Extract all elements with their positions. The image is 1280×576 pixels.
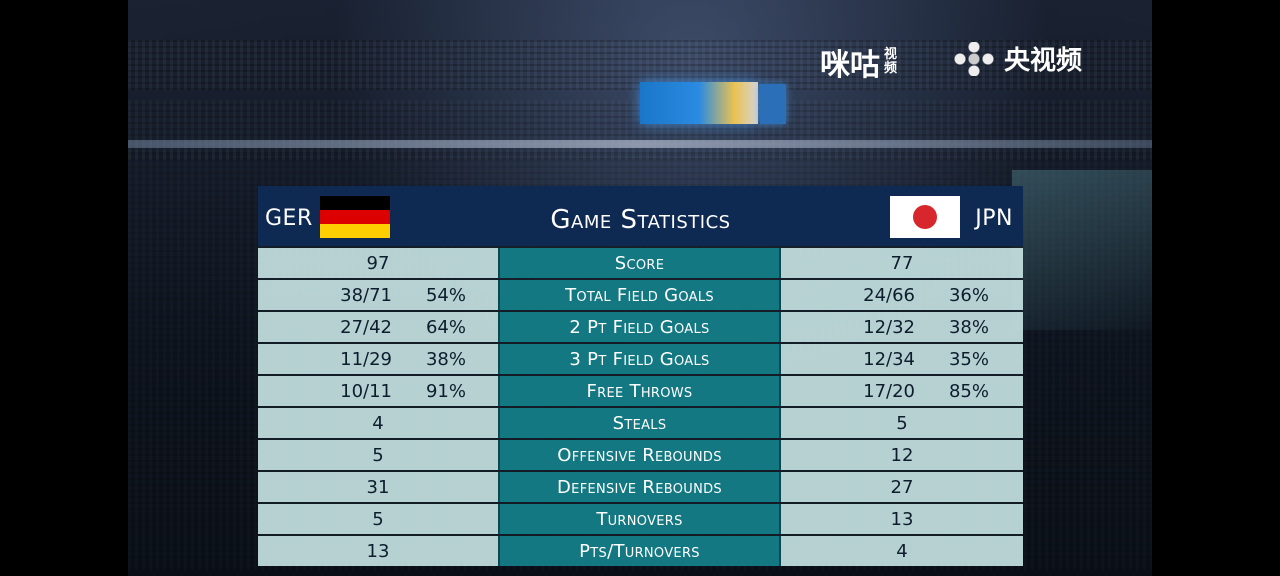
- stat-right-made-attempted: 24/66: [863, 284, 915, 306]
- stat-right-value: 12: [781, 440, 1023, 470]
- stat-row-total-field-goals: 38/71 54% Total Field Goals 24/66 36%: [258, 278, 1023, 310]
- cctv-logo-text: 央视频: [1004, 46, 1083, 76]
- stat-left-percentage: 38%: [425, 348, 466, 370]
- stat-left-value: 4: [258, 408, 498, 438]
- stat-label: 3 Pt Field Goals: [498, 344, 781, 374]
- stat-left: 27/42 64%: [258, 312, 498, 342]
- migu-logo-text: 咪咕: [820, 48, 880, 83]
- stat-right-percentage: 35%: [948, 348, 989, 370]
- stat-right-made-attempted: 12/32: [863, 316, 915, 338]
- stat-right-value: 4: [781, 536, 1023, 566]
- stat-left-percentage: 91%: [425, 380, 466, 402]
- stat-right-percentage: 38%: [948, 316, 989, 338]
- stat-label: Turnovers: [498, 504, 781, 534]
- stat-right-percentage: 36%: [948, 284, 989, 306]
- stat-row-score: 97 Score 77: [258, 246, 1023, 278]
- board-title: Game Statistics: [550, 205, 731, 235]
- stat-row-steals: 4 Steals 5: [258, 406, 1023, 438]
- stat-right-value: 5: [781, 408, 1023, 438]
- stat-left-value: 13: [258, 536, 498, 566]
- stat-left-value: 5: [258, 504, 498, 534]
- stat-right: 12/34 35%: [781, 344, 1023, 374]
- arena-ribbon-board: [128, 140, 1152, 148]
- game-statistics-board: GER Game Statistics JPN 97 Score 77 38/7…: [258, 186, 1023, 566]
- stat-row-free-throws: 10/11 91% Free Throws 17/20 85%: [258, 374, 1023, 406]
- migu-watermark: 咪咕 视频: [820, 40, 900, 84]
- stat-row-defensive-rebounds: 31 Defensive Rebounds 27: [258, 470, 1023, 502]
- stat-row-2pt-field-goals: 27/42 64% 2 Pt Field Goals 12/32 38%: [258, 310, 1023, 342]
- stat-left-made-attempted: 38/71: [340, 284, 392, 306]
- stat-right: 24/66 36%: [781, 280, 1023, 310]
- stat-row-pts-turnovers: 13 Pts/Turnovers 4: [258, 534, 1023, 566]
- stat-left: 11/29 38%: [258, 344, 498, 374]
- stat-row-turnovers: 5 Turnovers 13: [258, 502, 1023, 534]
- jumbotron-screen: [640, 82, 758, 124]
- japan-flag-icon: [890, 196, 960, 238]
- stat-right-made-attempted: 17/20: [863, 380, 915, 402]
- stat-right: 17/20 85%: [781, 376, 1023, 406]
- stat-left: 10/11 91%: [258, 376, 498, 406]
- stat-label: Defensive Rebounds: [498, 472, 781, 502]
- team-left-code: GER: [265, 206, 313, 231]
- stat-row-3pt-field-goals: 11/29 38% 3 Pt Field Goals 12/34 35%: [258, 342, 1023, 374]
- right-stands: [1012, 170, 1152, 330]
- stat-label: Total Field Goals: [498, 280, 781, 310]
- cctv-logo-icon: [952, 41, 996, 76]
- board-header: GER Game Statistics JPN: [258, 186, 1023, 246]
- stat-left: 38/71 54%: [258, 280, 498, 310]
- stat-left-made-attempted: 10/11: [340, 380, 392, 402]
- stat-left-made-attempted: 27/42: [340, 316, 392, 338]
- stat-label: Pts/Turnovers: [498, 536, 781, 566]
- stat-left-value: 5: [258, 440, 498, 470]
- stat-right-made-attempted: 12/34: [863, 348, 915, 370]
- stat-right: 12/32 38%: [781, 312, 1023, 342]
- stat-label: Score: [498, 248, 781, 278]
- stat-row-offensive-rebounds: 5 Offensive Rebounds 12: [258, 438, 1023, 470]
- stat-left-value: 97: [258, 248, 498, 278]
- stat-left-percentage: 64%: [425, 316, 466, 338]
- stat-right-value: 13: [781, 504, 1023, 534]
- stat-label: 2 Pt Field Goals: [498, 312, 781, 342]
- germany-flag-icon: [320, 196, 390, 238]
- stat-right-percentage: 85%: [948, 380, 989, 402]
- stat-left-percentage: 54%: [425, 284, 466, 306]
- stat-right-value: 77: [781, 248, 1023, 278]
- stat-left-value: 31: [258, 472, 498, 502]
- migu-logo-subtext: 视频: [884, 47, 898, 76]
- stat-left-made-attempted: 11/29: [340, 348, 392, 370]
- cctv-watermark: 央视频: [952, 40, 1082, 77]
- stat-label: Offensive Rebounds: [498, 440, 781, 470]
- team-right-code: JPN: [975, 206, 1013, 231]
- jumbotron-side-screen: [760, 84, 786, 124]
- stat-label: Free Throws: [498, 376, 781, 406]
- stat-label: Steals: [498, 408, 781, 438]
- stat-right-value: 27: [781, 472, 1023, 502]
